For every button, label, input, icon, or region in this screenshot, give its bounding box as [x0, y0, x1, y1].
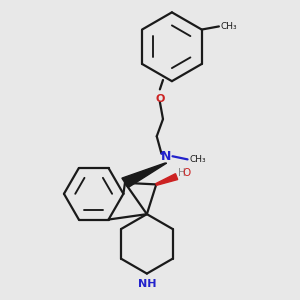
- Text: CH₃: CH₃: [189, 155, 206, 164]
- Text: O: O: [155, 94, 165, 104]
- Text: O: O: [182, 169, 190, 178]
- Text: CH₃: CH₃: [220, 22, 237, 31]
- Polygon shape: [122, 163, 166, 188]
- Polygon shape: [156, 174, 178, 185]
- Text: H: H: [178, 169, 186, 178]
- Text: N: N: [160, 150, 171, 163]
- Text: NH: NH: [138, 279, 156, 289]
